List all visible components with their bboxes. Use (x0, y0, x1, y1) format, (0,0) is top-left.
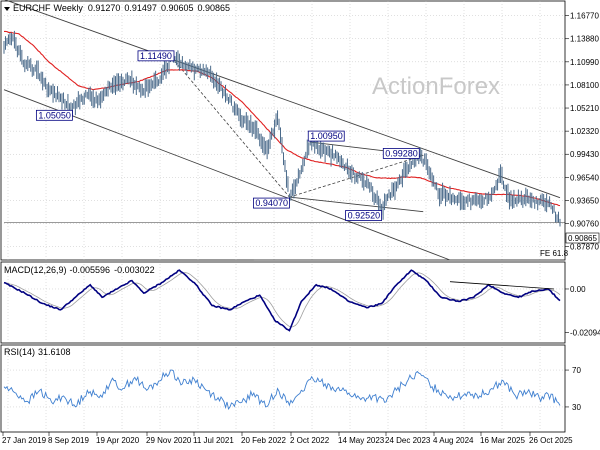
price-label-text: 0.99280 (385, 148, 418, 158)
time-axis: 27 Jan 2019 8 Sep 2019 19 Apr 2020 29 Nov 2… (2, 432, 573, 445)
price-label: 0.99280 (382, 148, 420, 159)
price-label: 1.05050 (35, 109, 73, 121)
price-pane (0, 0, 566, 261)
rsi-layer (3, 369, 565, 410)
price-label: 1.00950 (307, 130, 345, 142)
current-price-value: 0.90865 (568, 234, 597, 243)
dropdown-arrow-icon[interactable] (4, 7, 10, 11)
macd-trend-line (449, 281, 555, 290)
price-tick-label: 1.10990 (570, 58, 599, 67)
time-tick-label: 8 Sep 2019 (48, 436, 89, 445)
price-tick-label: 1.08100 (570, 81, 599, 90)
price-label-text: 1.05050 (38, 110, 71, 120)
price-tick-label: 0.93650 (570, 196, 599, 205)
price-tick-label: 0.87870 (570, 243, 599, 252)
trend-line (4, 0, 561, 199)
ohlc-close: 0.90865 (197, 3, 230, 13)
macd-line (3, 269, 561, 332)
price-label: 0.92520 (345, 210, 383, 221)
macd-axis: 0.00 -0.020949 (565, 285, 600, 338)
macd-tick-label: -0.020949 (570, 329, 600, 338)
time-tick-label: 2 Oct 2022 (290, 436, 330, 445)
symbol-label: EURCHF (13, 3, 51, 13)
price-label: 1.11490 (137, 50, 175, 62)
time-tick-label: 16 Mar 2025 (480, 436, 525, 445)
timeframe-label: Weekly (54, 3, 84, 13)
rsi-label: RSI(14) (4, 347, 35, 357)
svg-text:MACD(12,26,9)-0.005596-0.00302: MACD(12,26,9) -0.005596 -0.003022 (4, 265, 155, 275)
macd-value: -0.005596 (70, 265, 111, 275)
time-tick-label: 11 Jul 2021 (193, 436, 234, 445)
current-price-marker: 0.90865 (565, 232, 600, 244)
svg-text:RSI(14)31.6108: RSI(14) 31.6108 (4, 347, 71, 357)
rsi-tick-label: 70 (572, 366, 581, 375)
price-label-text: 1.11490 (140, 51, 172, 61)
time-tick-label: 19 Apr 2020 (96, 436, 140, 445)
rsi-value: 31.6108 (38, 347, 71, 357)
price-tick-label: 0.96540 (570, 173, 599, 182)
price-tick-label: 0.99430 (570, 150, 599, 159)
macd-pane (0, 261, 566, 344)
trend-line (3, 89, 451, 261)
chart-header: EURCHF Weekly 0.91270 0.91497 0.90605 0.90865 (4, 3, 230, 13)
price-label-box (35, 109, 73, 121)
price-label-box (345, 210, 383, 221)
rsi-line (3, 369, 561, 410)
price-tick-label: 1.13880 (570, 35, 599, 44)
gridlines (4, 1, 565, 430)
time-tick-label: 4 Aug 2024 (433, 436, 474, 445)
trend-channel-lines (3, 0, 565, 261)
price-label-box (307, 130, 345, 142)
price-label-box (382, 148, 420, 159)
rsi-axis: 70 30 (565, 366, 581, 412)
price-label-box (253, 197, 290, 209)
macd-tick-label: 0.00 (570, 285, 586, 294)
price-label: 0.94070 (253, 197, 290, 209)
ohlc-high: 0.91497 (124, 3, 157, 13)
ohlc-open: 0.91270 (88, 3, 121, 13)
time-tick-label: 27 Jan 2019 (2, 436, 47, 445)
fe-label: FE 61.8 (540, 249, 569, 258)
time-tick-label: 24 Dec 2023 (385, 436, 431, 445)
price-label-text: 0.92520 (348, 210, 381, 220)
ohlc-low: 0.90605 (161, 3, 194, 13)
macd-signal-line (3, 272, 561, 328)
price-series-layer (3, 30, 561, 227)
price-tick-label: 1.02320 (570, 127, 599, 136)
macd-signal-value: -0.003022 (114, 265, 155, 275)
price-tick-label: 1.16770 (570, 12, 599, 21)
price-label-box (137, 50, 175, 62)
price-tick-label: 1.05210 (570, 104, 599, 113)
price-labels: 1.11490 1.05050 1.00950 0.99280 0.94070 0.925… (35, 50, 420, 221)
rsi-tick-label: 30 (572, 403, 581, 412)
time-tick-label: 26 Oct 2025 (529, 436, 573, 445)
time-tick-label: 14 May 2023 (338, 436, 385, 445)
trend-line (289, 196, 424, 213)
macd-layer (3, 269, 565, 332)
price-label-text: 0.94070 (255, 198, 288, 208)
price-tick-label: 0.90760 (570, 220, 599, 229)
price-axis: 1.16770 1.13880 1.10990 1.08100 1.05210 1.023… (565, 12, 599, 252)
price-label-text: 1.00950 (310, 131, 343, 141)
rsi-pane (0, 344, 566, 433)
time-tick-label: 20 Feb 2022 (241, 436, 286, 445)
macd-label: MACD(12,26,9) (4, 265, 67, 275)
time-tick-label: 29 Nov 2020 (146, 436, 192, 445)
dashed-projection-line (171, 57, 290, 198)
watermark-text: ActionForex (372, 73, 500, 100)
